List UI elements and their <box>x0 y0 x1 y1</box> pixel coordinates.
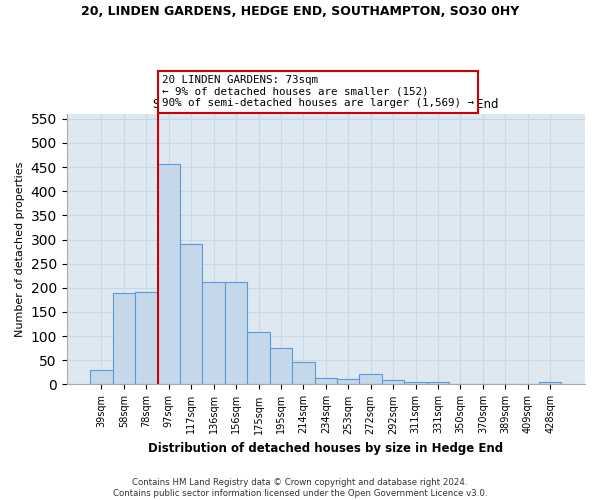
Bar <box>539 382 562 384</box>
Bar <box>158 164 180 384</box>
Bar <box>382 380 404 384</box>
Text: Contains HM Land Registry data © Crown copyright and database right 2024.
Contai: Contains HM Land Registry data © Crown c… <box>113 478 487 498</box>
Bar <box>225 282 247 385</box>
Bar <box>359 374 382 384</box>
Bar <box>180 244 202 384</box>
Y-axis label: Number of detached properties: Number of detached properties <box>15 162 25 337</box>
Bar <box>270 348 292 385</box>
Bar <box>292 362 314 384</box>
Bar <box>427 382 449 384</box>
X-axis label: Distribution of detached houses by size in Hedge End: Distribution of detached houses by size … <box>148 442 503 455</box>
Bar <box>90 370 113 384</box>
Bar <box>135 292 158 384</box>
Bar <box>404 382 427 384</box>
Bar <box>337 378 359 384</box>
Text: 20 LINDEN GARDENS: 73sqm
← 9% of detached houses are smaller (152)
90% of semi-d: 20 LINDEN GARDENS: 73sqm ← 9% of detache… <box>162 76 474 108</box>
Title: Size of property relative to detached houses in Hedge End: Size of property relative to detached ho… <box>153 98 499 112</box>
Text: 20, LINDEN GARDENS, HEDGE END, SOUTHAMPTON, SO30 0HY: 20, LINDEN GARDENS, HEDGE END, SOUTHAMPT… <box>81 5 519 18</box>
Bar <box>247 332 270 384</box>
Bar <box>314 378 337 384</box>
Bar <box>113 292 135 384</box>
Bar <box>202 282 225 385</box>
